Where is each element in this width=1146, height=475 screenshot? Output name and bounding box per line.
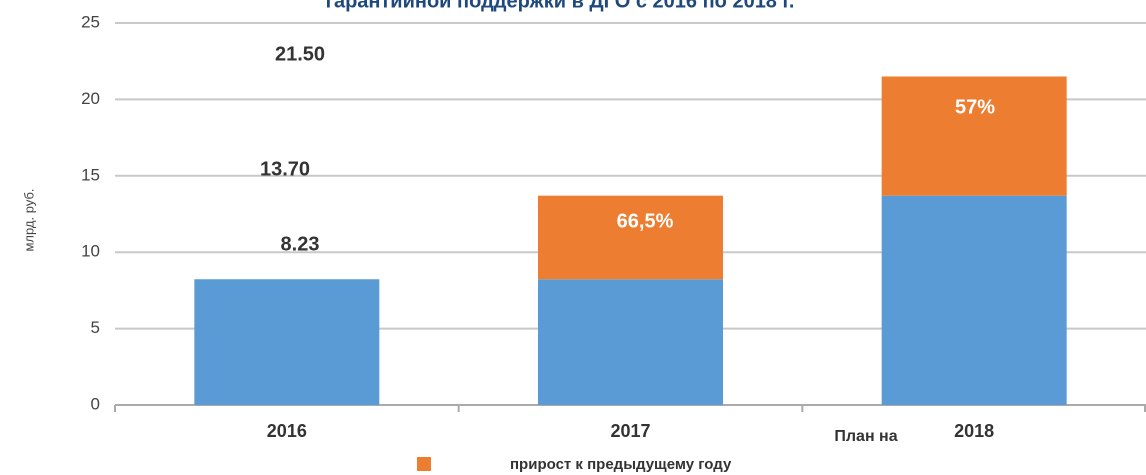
annotation: 66,5% <box>617 210 674 232</box>
y-tick-label: 15 <box>81 165 100 184</box>
legend-swatch <box>417 457 431 471</box>
bar-segment <box>538 279 723 405</box>
bar-segment <box>881 195 1067 405</box>
y-tick-label: 5 <box>91 318 100 337</box>
annotation: 8.23 <box>281 233 320 255</box>
annotation: 21.50 <box>275 43 325 65</box>
y-tick-label: 0 <box>91 394 100 413</box>
x-tick-label: 2016 <box>267 421 307 441</box>
annotation: План на <box>834 428 897 445</box>
annotation: 13.70 <box>260 158 310 180</box>
bar-segment <box>194 279 380 405</box>
annotation: 57% <box>955 96 995 118</box>
chart-title: гарантийной поддержки в ДГО с 2016 по 20… <box>326 0 795 12</box>
y-tick-label: 10 <box>81 242 100 261</box>
y-tick-label: 25 <box>81 12 100 31</box>
y-axis-label: млрд. руб. <box>21 188 36 251</box>
legend-label: прирост к предыдущему году <box>510 456 732 473</box>
y-tick-label: 20 <box>81 89 100 108</box>
x-tick-label: 2017 <box>610 421 650 441</box>
bar-segment <box>881 76 1067 196</box>
bar-segment <box>538 195 723 280</box>
x-tick-label: 2018 <box>954 421 994 441</box>
